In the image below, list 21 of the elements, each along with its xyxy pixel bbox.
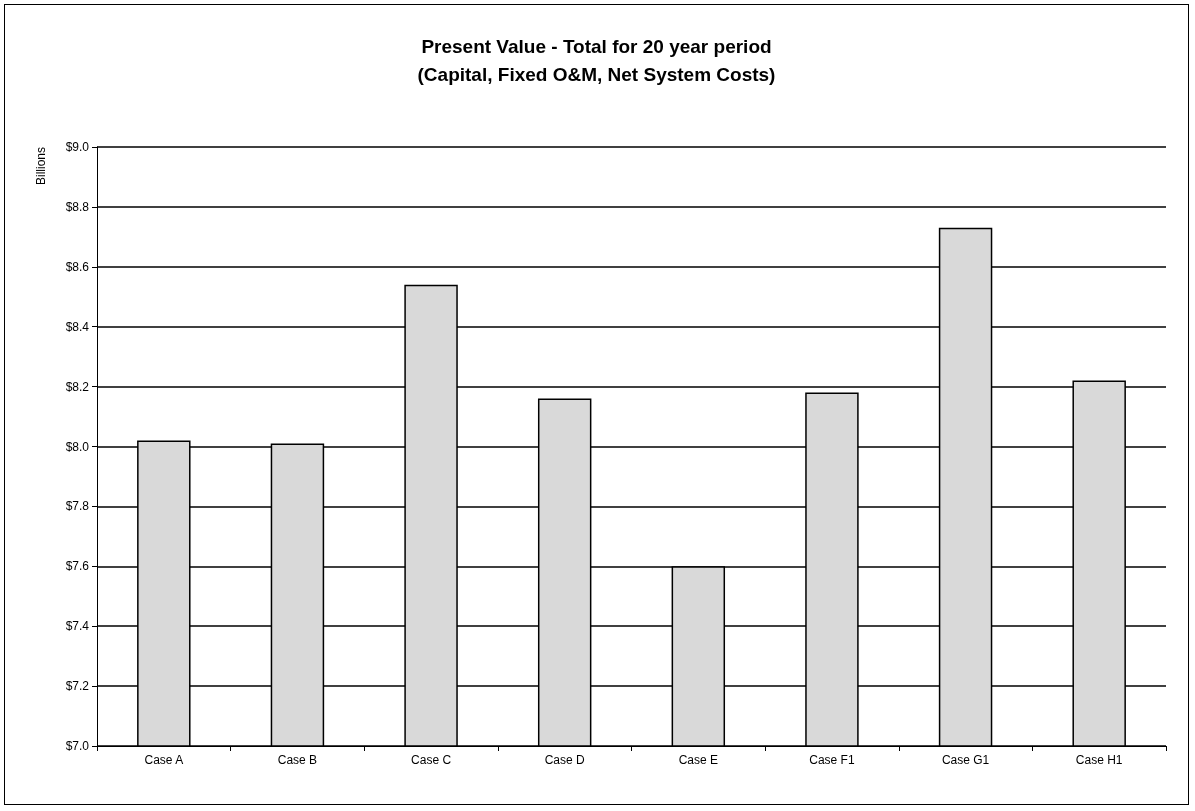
y-tick-label: $8.6 [65, 259, 90, 274]
y-axis-title: Billions [34, 147, 48, 186]
x-tick-label: Case E [678, 753, 718, 767]
y-tick-label: $9.0 [65, 140, 90, 154]
y-tick-label: $8.8 [65, 199, 90, 214]
y-tick-label: $8.4 [65, 319, 90, 334]
x-tick-label: Case C [411, 753, 452, 767]
y-tick-label: $8.0 [65, 439, 90, 454]
y-tick-label: $7.4 [65, 619, 90, 634]
chart-title: Present Value - Total for 20 year period (Capital, Fixed O&M, Net System Costs) [417, 35, 776, 85]
y-tick-label: $7.8 [65, 499, 90, 514]
x-tick-label: Case D [544, 753, 586, 767]
x-tick-label: Case F1 [809, 753, 855, 767]
y-tick-label: $7.6 [65, 559, 90, 574]
x-tick-label: Case A [144, 753, 184, 767]
x-tick-label: Case H1 [1075, 753, 1123, 767]
x-tick-label: Case B [277, 753, 318, 767]
y-tick-label: $8.2 [65, 379, 90, 394]
y-tick-label: $7.0 [65, 739, 90, 753]
y-tick-label: $7.2 [65, 679, 90, 694]
x-tick-label: Case G1 [941, 753, 990, 767]
